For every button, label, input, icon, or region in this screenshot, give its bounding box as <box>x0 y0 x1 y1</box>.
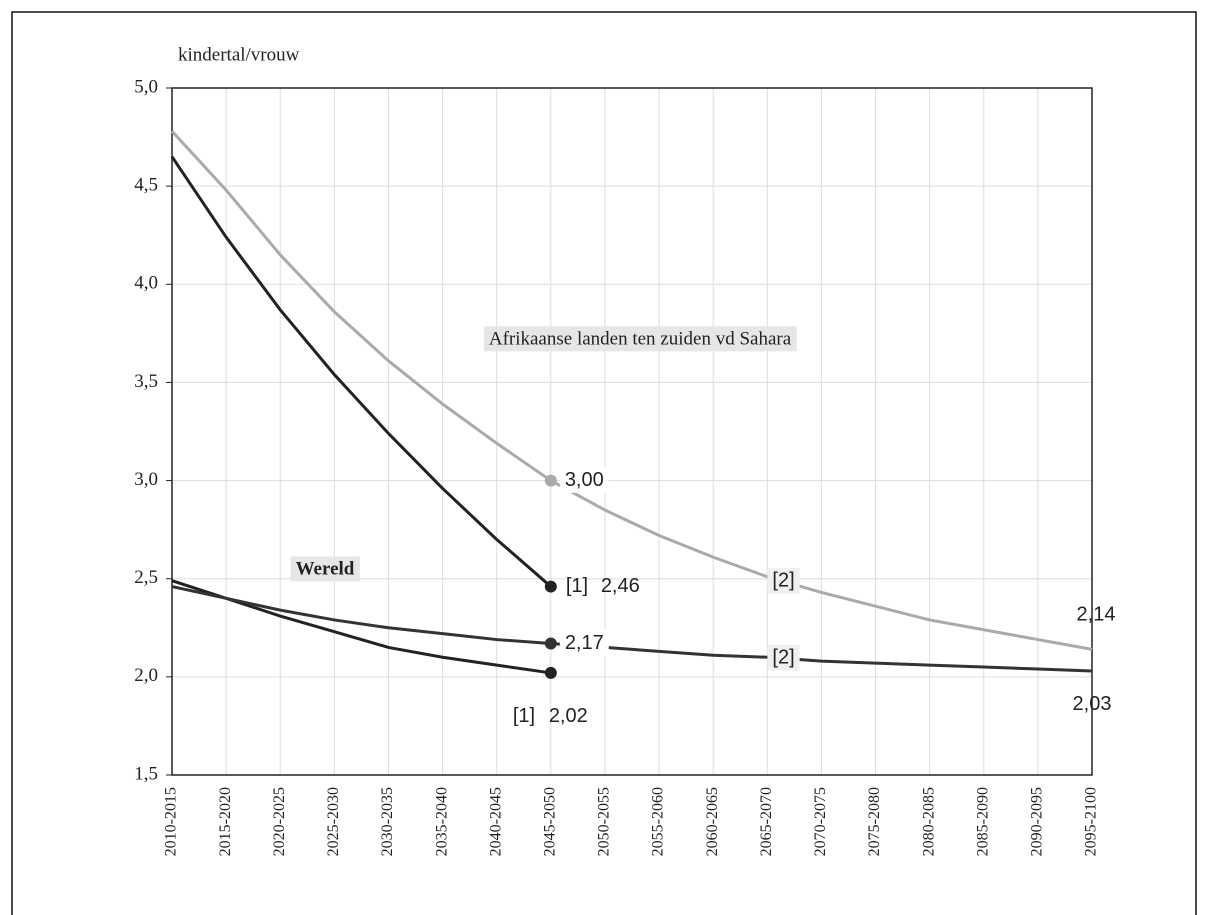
label-background <box>483 326 797 352</box>
x-tick-label: 2010-2015 <box>163 787 180 856</box>
y-tick-label: 4,5 <box>134 175 158 196</box>
y-tick-label: 5,0 <box>134 76 158 97</box>
grid <box>171 87 1093 776</box>
y-tick-label: 1,5 <box>134 763 158 784</box>
value-label: 2,46 <box>601 575 640 597</box>
label-background <box>559 629 609 656</box>
value-label: 2,03 <box>1073 693 1112 715</box>
series-line <box>170 155 552 588</box>
x-tick-label: 2070-2075 <box>812 787 829 856</box>
x-tick-label: 2050-2055 <box>596 787 613 856</box>
x-tick-label: 2030-2035 <box>379 787 396 856</box>
series-line <box>171 585 1093 673</box>
series-name: [1] <box>513 705 535 727</box>
y-tick-label: 4,0 <box>134 273 158 294</box>
x-tick-label: 2020-2025 <box>271 787 288 856</box>
group-label: Wereld <box>296 558 355 579</box>
series-name: [1] <box>566 575 588 597</box>
point-marker <box>544 637 557 650</box>
x-tick-label: 2055-2060 <box>650 787 667 856</box>
x-tick-label: 2090-2095 <box>1029 787 1046 856</box>
value-label: 2,14 <box>1077 604 1116 626</box>
x-tick-label: 2015-2020 <box>217 787 234 856</box>
plot-border <box>171 87 1093 776</box>
x-tick-label: 2040-2045 <box>487 787 504 856</box>
x-tick-label: 2075-2080 <box>866 787 883 856</box>
x-tick-label: 2025-2030 <box>325 787 342 856</box>
label-background <box>767 567 800 594</box>
y-axis-label: kindertal/vrouw <box>178 44 300 65</box>
value-label: 2,02 <box>549 705 588 727</box>
label-background <box>559 466 609 493</box>
series-line <box>171 579 552 675</box>
frame <box>11 11 1197 915</box>
x-tick-label: 2060-2065 <box>704 787 721 856</box>
x-tick-label: 2085-2090 <box>974 787 991 856</box>
x-tick-label: 2080-2085 <box>920 787 937 856</box>
series-line <box>170 130 1093 651</box>
label-background <box>290 556 360 582</box>
group-label: Afrikaanse landen ten zuiden vd Sahara <box>489 328 792 349</box>
series-name: [2] <box>772 570 794 592</box>
x-tick-label: 2035-2040 <box>433 787 450 856</box>
label-background <box>767 644 800 671</box>
series-name: [2] <box>772 647 794 669</box>
x-tick-label: 2045-2050 <box>541 787 558 856</box>
y-tick-label: 2,0 <box>134 665 158 686</box>
point-marker <box>544 666 557 679</box>
x-tick-label: 2095-2100 <box>1083 787 1100 856</box>
y-tick-label: 3,0 <box>134 469 158 490</box>
y-tick-label: 2,5 <box>134 567 158 588</box>
x-tick-label: 2065-2070 <box>758 787 775 856</box>
point-marker <box>544 580 557 593</box>
point-marker <box>544 474 557 487</box>
value-label: 3,00 <box>565 469 604 491</box>
y-tick-label: 3,5 <box>134 371 158 392</box>
value-label: 2,17 <box>565 632 604 654</box>
